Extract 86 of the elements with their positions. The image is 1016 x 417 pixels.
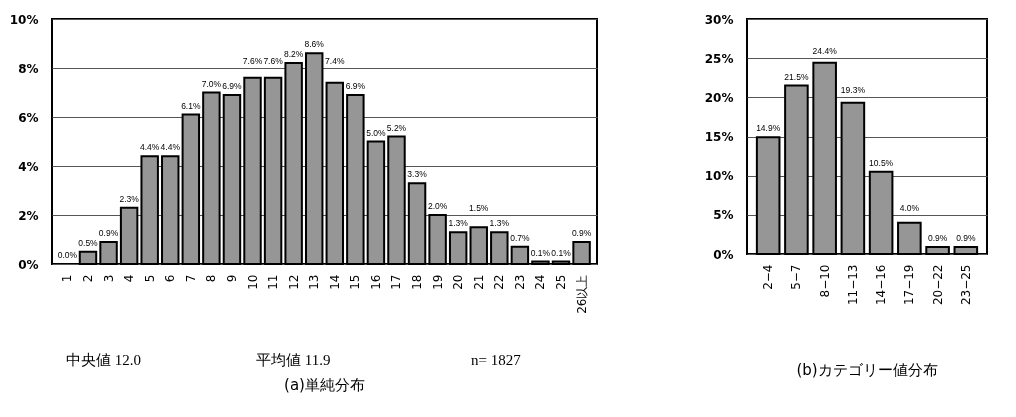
- x-tick-label: 11: [266, 274, 281, 290]
- x-tick-label: 9: [224, 274, 239, 283]
- x-tick-label: 6: [163, 274, 178, 283]
- y-tick-label: 15%: [704, 130, 734, 144]
- x-tick-label: 24: [533, 274, 548, 290]
- y-tick-label: 0%: [18, 257, 39, 272]
- y-tick-label: 8%: [18, 61, 39, 76]
- data-label: 4.0%: [899, 202, 920, 213]
- x-tick-label: 8−10: [817, 264, 832, 298]
- x-tick-label: 2: [80, 274, 95, 283]
- text: 平均値 11.9: [256, 352, 331, 368]
- x-tick-label: 12: [286, 274, 301, 290]
- data-label: 3.3%: [407, 169, 428, 180]
- data-label: 0.9%: [98, 227, 119, 238]
- x-tick-label: 5−7: [789, 264, 804, 290]
- data-label: 14.9%: [756, 123, 781, 134]
- text: (a)単純分布: [284, 376, 365, 394]
- y-tick-label: 2%: [18, 208, 39, 223]
- data-label: 6.9%: [222, 80, 243, 91]
- y-tick-label: 4%: [18, 159, 39, 174]
- x-tick-label: 26以上: [574, 274, 589, 314]
- data-label: 19.3%: [840, 85, 866, 96]
- data-label: 8.2%: [283, 49, 304, 60]
- y-tick-label: 10%: [704, 169, 734, 184]
- data-label: 0.0%: [57, 250, 78, 260]
- y-tick-label: 30%: [704, 12, 734, 27]
- x-tick-label: 17−19: [902, 264, 917, 306]
- y-tick-label: 6%: [18, 110, 39, 125]
- data-label: 7.4%: [325, 56, 345, 66]
- data-label: 6.1%: [181, 100, 201, 111]
- data-label: 2.3%: [119, 193, 140, 204]
- y-tick-label: 0%: [713, 247, 734, 262]
- data-label: 6.9%: [345, 80, 366, 91]
- data-label: 1.3%: [448, 218, 469, 229]
- x-tick-label: 2−4: [761, 264, 776, 290]
- x-tick-label: 23: [512, 274, 527, 290]
- y-tick-label: 20%: [704, 90, 734, 105]
- data-label: 7.6%: [263, 56, 284, 66]
- text: 中央値 12.0: [66, 352, 141, 368]
- x-tick-label: 17: [389, 274, 404, 290]
- x-tick-label: 16: [368, 274, 383, 290]
- x-tick-label: 13: [307, 274, 322, 290]
- x-tick-label: 4: [122, 274, 137, 283]
- x-tick-label: 15: [348, 274, 363, 290]
- x-tick-label: 14−16: [874, 264, 889, 306]
- data-label: 5.2%: [386, 122, 407, 133]
- data-label: 24.4%: [812, 46, 838, 57]
- data-label: 0.7%: [510, 232, 531, 243]
- data-label: 1.3%: [489, 218, 510, 229]
- data-label: 5.0%: [366, 127, 387, 138]
- x-tick-label: 23−25: [958, 264, 973, 306]
- data-label: 0.1%: [530, 247, 551, 258]
- x-tick-label: 10: [245, 274, 260, 290]
- data-label: 4.4%: [140, 142, 160, 153]
- x-tick-label: 7: [183, 274, 198, 283]
- x-tick-label: 22: [492, 274, 507, 290]
- x-tick-label: 3: [101, 274, 116, 283]
- data-label: 0.1%: [551, 247, 572, 258]
- text: (b)カテゴリー値分布: [796, 360, 938, 379]
- data-label: 21.5%: [784, 71, 809, 82]
- x-tick-label: 11−13: [845, 264, 860, 306]
- y-tick-label: 10%: [9, 12, 39, 27]
- text: n= 1827: [471, 352, 522, 368]
- x-tick-label: 25: [554, 274, 569, 290]
- data-label: 0.9%: [927, 232, 948, 243]
- y-tick-label: 5%: [713, 208, 734, 223]
- data-label: 10.5%: [869, 157, 894, 168]
- data-label: 4.4%: [160, 142, 181, 153]
- x-tick-label: 5: [142, 274, 157, 283]
- data-label: 0.9%: [956, 232, 976, 243]
- data-label: 8.6%: [304, 39, 325, 50]
- x-tick-label: 8: [204, 274, 219, 283]
- data-label: 0.5%: [78, 237, 99, 248]
- x-tick-label: 20: [451, 274, 466, 290]
- data-label: 1.5%: [469, 203, 489, 213]
- data-label: 0.9%: [571, 227, 592, 238]
- y-tick-label: 25%: [704, 51, 734, 66]
- data-label: 7.0%: [201, 78, 222, 89]
- x-tick-label: 19: [430, 274, 445, 290]
- x-tick-label: 18: [410, 274, 425, 290]
- x-tick-label: 1: [60, 274, 75, 283]
- x-tick-label: 14: [327, 274, 342, 290]
- x-tick-label: 20−22: [930, 264, 945, 306]
- data-label: 7.6%: [242, 56, 263, 66]
- data-label: 2.0%: [427, 201, 448, 211]
- x-tick-label: 21: [471, 274, 486, 290]
